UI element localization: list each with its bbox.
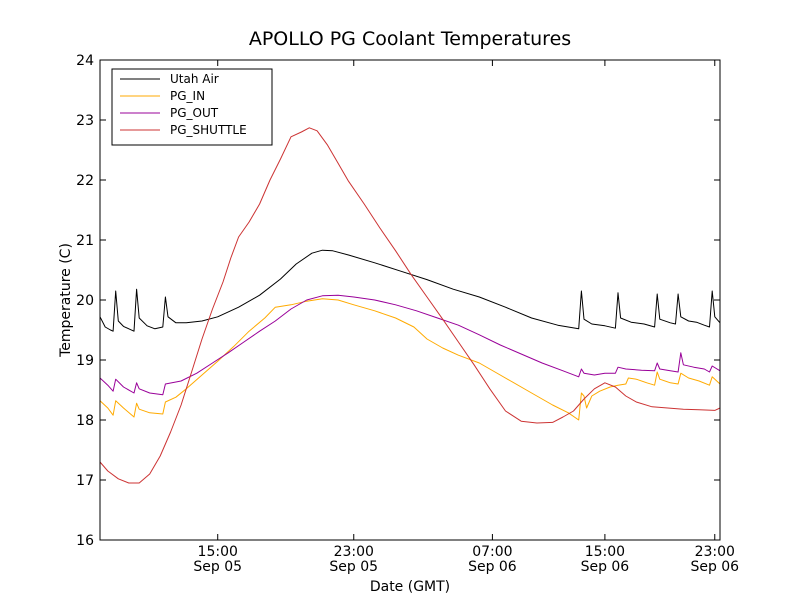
x-tick-time-label: 15:00 [585, 544, 625, 560]
series-line-pg-out [99, 294, 721, 396]
legend-label-pg-out: PG_OUT [170, 106, 219, 120]
legend-label-pg-in: PG_IN [170, 89, 205, 103]
y-tick-label: 23 [76, 113, 94, 129]
series-line-pg-shuttle [99, 127, 721, 484]
y-tick-label: 18 [76, 413, 94, 429]
y-axis: 16 17 18 19 20 21 22 23 24 [76, 53, 720, 549]
y-tick-label: 19 [76, 353, 94, 369]
y-axis-label: Temperature (C) [58, 243, 74, 358]
x-tick-date-label: Sep 05 [329, 559, 378, 575]
y-tick-label: 21 [76, 233, 94, 249]
series-line-pg-in [99, 298, 721, 421]
x-tick-time-label: 23:00 [334, 544, 374, 560]
legend-label-utah-air: Utah Air [170, 72, 219, 86]
x-tick-time-label: 23:00 [695, 544, 735, 560]
legend-label-pg-shuttle: PG_SHUTTLE [170, 123, 247, 137]
x-tick-time-label: 07:00 [472, 544, 512, 560]
legend-box [111, 68, 273, 146]
plot-area [99, 59, 721, 541]
y-tick-label: 20 [76, 293, 94, 309]
x-tick-date-label: Sep 06 [581, 559, 630, 575]
x-axis-label: Date (GMT) [370, 579, 450, 595]
x-tick-date-label: Sep 05 [193, 559, 242, 575]
x-tick-date-label: Sep 06 [468, 559, 517, 575]
series-layer [99, 127, 721, 484]
x-tick-time-label: 15:00 [198, 544, 238, 560]
x-tick-date-label: Sep 06 [690, 559, 739, 575]
y-tick-label: 22 [76, 173, 94, 189]
y-tick-label: 16 [76, 533, 94, 549]
y-tick-label: 17 [76, 473, 94, 489]
chart-title: APOLLO PG Coolant Temperatures [249, 28, 571, 50]
y-tick-label: 24 [76, 53, 94, 69]
series-line-utah-air [99, 249, 721, 332]
legend: Utah Air PG_IN PG_OUT PG_SHUTTLE [111, 68, 273, 146]
